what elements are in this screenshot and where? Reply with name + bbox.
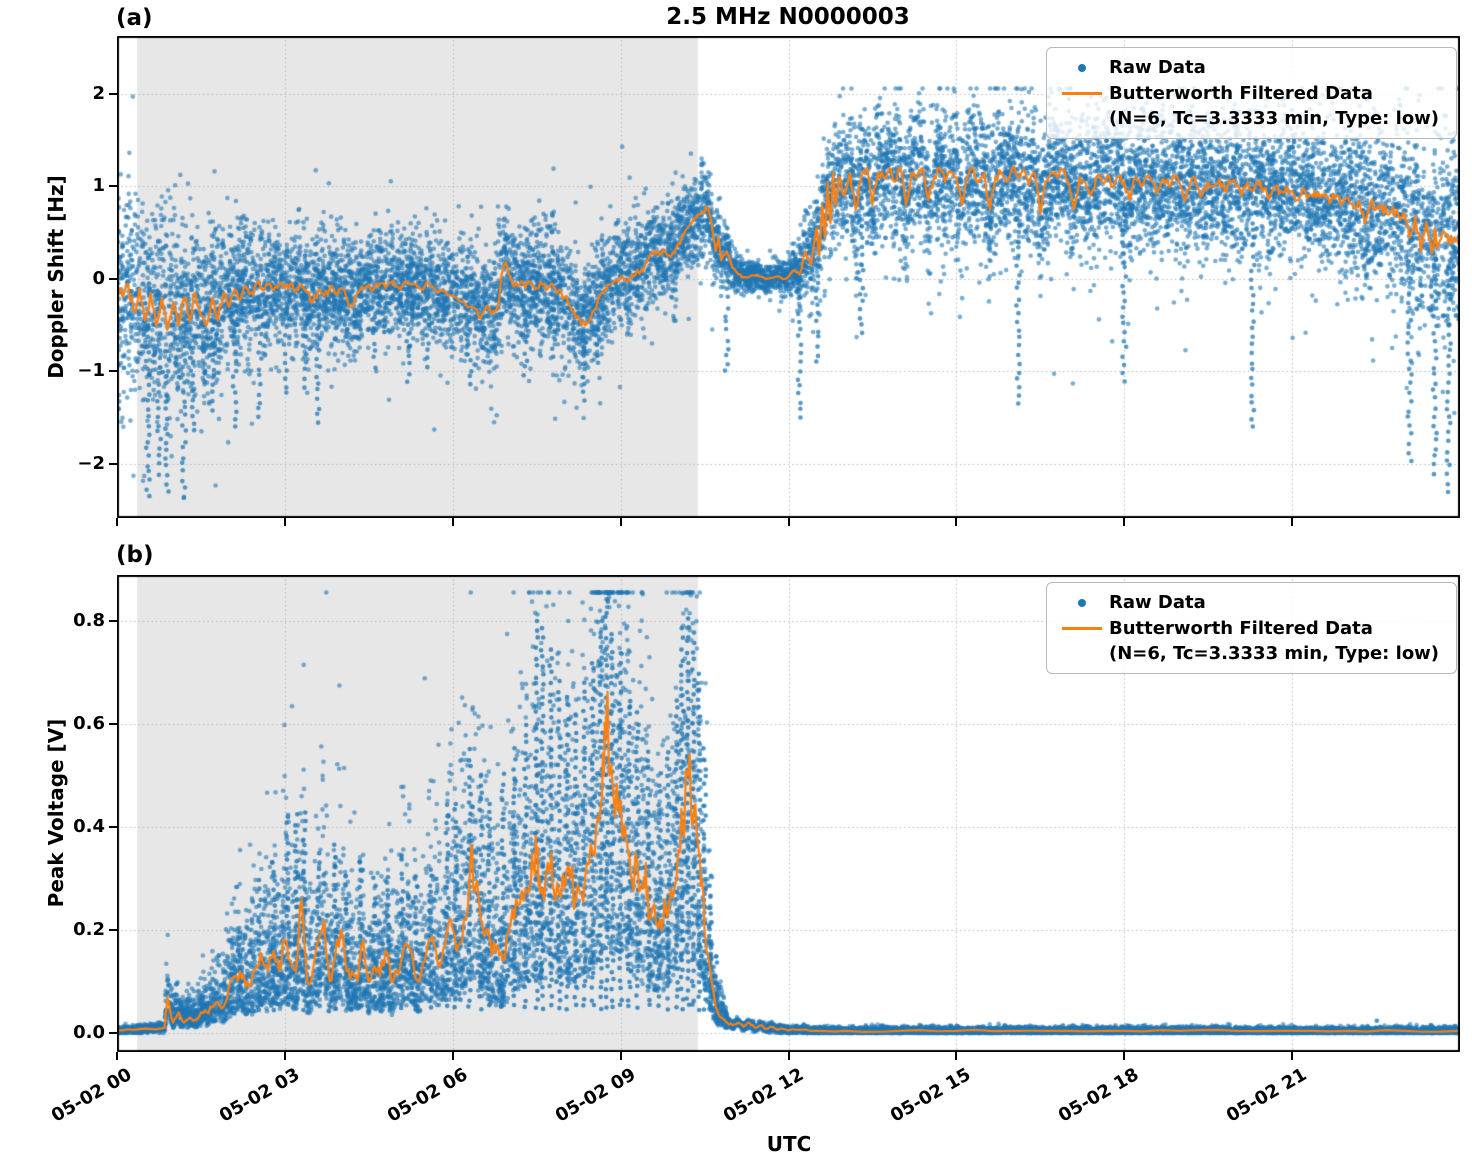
- y-tick-label: 0.0: [73, 1021, 105, 1043]
- legend-entry-filtered: Butterworth Filtered Data (N=6, Tc=3.3333…: [1055, 81, 1446, 131]
- figure-title: 2.5 MHz N0000003: [666, 4, 910, 30]
- legend-panel-b: Raw Data Butterworth Filtered Data (N=6, …: [1046, 582, 1457, 674]
- x-tick-mark: [955, 1052, 958, 1060]
- y-tick-label: −2: [77, 452, 105, 474]
- y-tick-label: 2: [92, 82, 105, 104]
- y-tick-label: 0.8: [73, 609, 105, 631]
- panel-a-label: (a): [116, 5, 153, 31]
- x-tick-mark: [1123, 518, 1126, 526]
- voltage-y-axis-label: Peak Voltage [V]: [44, 718, 68, 908]
- x-tick-mark: [451, 518, 454, 526]
- legend-panel-a: Raw Data Butterworth Filtered Data (N=6, …: [1046, 47, 1457, 139]
- legend-filtered-label: Butterworth Filtered Data (N=6, Tc=3.3333…: [1109, 618, 1440, 664]
- y-tick-mark: [109, 462, 117, 465]
- x-tick-mark: [955, 518, 958, 526]
- x-tick-label: 05-02 15: [887, 1064, 975, 1127]
- x-tick-mark: [1291, 518, 1294, 526]
- raw-data-marker-icon: [1055, 590, 1109, 616]
- x-tick-mark: [116, 518, 118, 526]
- x-tick-label: 05-02 18: [1055, 1064, 1143, 1127]
- x-tick-mark: [787, 1052, 790, 1060]
- y-tick-label: 1: [92, 175, 105, 197]
- y-tick-label: 0.2: [73, 918, 105, 940]
- x-tick-label: 05-02 00: [48, 1064, 136, 1127]
- y-tick-mark: [109, 722, 117, 725]
- legend-filtered-label: Butterworth Filtered Data (N=6, Tc=3.3333…: [1109, 83, 1440, 129]
- x-tick-mark: [451, 1052, 454, 1060]
- y-tick-label: 0.6: [73, 712, 105, 734]
- x-tick-label: 05-02 21: [1223, 1064, 1311, 1127]
- x-axis-label: UTC: [766, 1132, 812, 1156]
- x-tick-mark: [283, 1052, 286, 1060]
- x-tick-label: 05-02 03: [215, 1064, 304, 1127]
- legend-entry-raw-data: Raw Data: [1055, 55, 1446, 81]
- y-tick-mark: [109, 370, 117, 373]
- x-tick-mark: [116, 1052, 118, 1060]
- raw-data-marker-icon: [1055, 55, 1109, 81]
- legend-raw-label: Raw Data: [1109, 57, 1206, 78]
- y-tick-mark: [109, 1031, 117, 1034]
- legend-entry-filtered: Butterworth Filtered Data (N=6, Tc=3.3333…: [1055, 616, 1446, 666]
- filtered-line-marker-icon: [1055, 81, 1109, 106]
- x-tick-mark: [1291, 1052, 1294, 1060]
- panel-b-label: (b): [116, 542, 154, 568]
- x-tick-mark: [619, 518, 622, 526]
- filtered-line-marker-icon: [1055, 616, 1109, 641]
- legend-entry-raw-data: Raw Data: [1055, 590, 1446, 616]
- x-tick-label: 05-02 12: [719, 1064, 807, 1127]
- y-tick-mark: [109, 928, 117, 931]
- y-tick-mark: [109, 619, 117, 622]
- x-tick-mark: [283, 518, 286, 526]
- x-tick-mark: [787, 518, 790, 526]
- y-tick-mark: [109, 92, 117, 95]
- y-tick-mark: [109, 825, 117, 828]
- x-tick-label: 05-02 06: [383, 1064, 472, 1127]
- x-tick-mark: [619, 1052, 622, 1060]
- y-tick-label: −1: [77, 360, 105, 382]
- x-tick-label: 05-02 09: [551, 1064, 640, 1127]
- y-tick-label: 0.4: [73, 815, 105, 837]
- y-tick-mark: [109, 185, 117, 188]
- legend-raw-label: Raw Data: [1109, 592, 1206, 613]
- y-tick-label: 0: [92, 267, 105, 289]
- y-tick-mark: [109, 277, 117, 280]
- x-tick-mark: [1123, 1052, 1126, 1060]
